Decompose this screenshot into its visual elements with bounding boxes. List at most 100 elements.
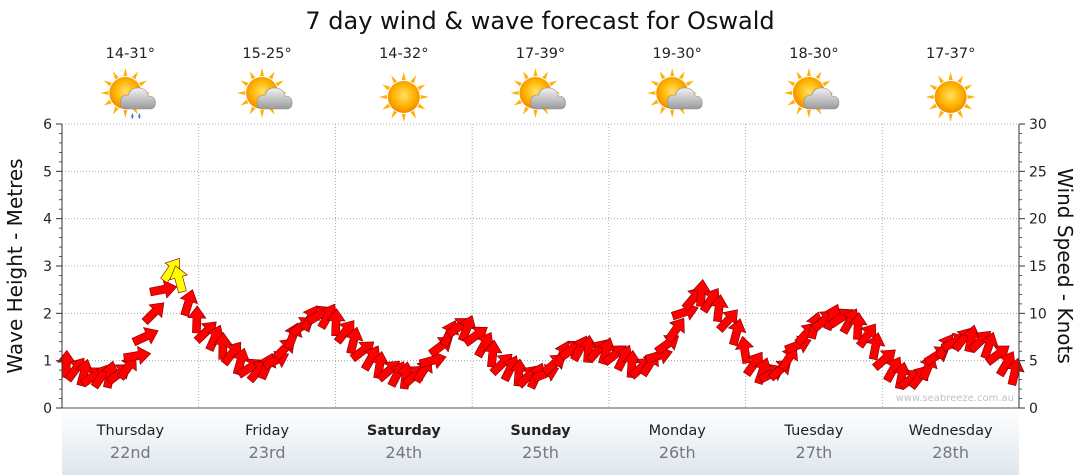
sun-ray — [659, 71, 666, 80]
sun-ray — [650, 99, 659, 106]
wind-arrow — [149, 279, 178, 299]
sun-ray — [100, 90, 109, 96]
sun-cloud-icon — [647, 68, 703, 118]
wind-arrow — [344, 326, 364, 355]
sun-ray — [378, 94, 387, 100]
day-date: 28th — [932, 443, 969, 462]
day-date: 25th — [522, 443, 559, 462]
sun-ray — [240, 80, 249, 87]
sun-ray — [275, 80, 284, 87]
day-date: 26th — [659, 443, 696, 462]
sun-ray — [240, 99, 249, 106]
sun-ray — [132, 71, 138, 80]
left-tick-label: 5 — [43, 164, 52, 180]
right-tick-label: 15 — [1029, 259, 1047, 275]
wind-arrow — [709, 294, 729, 323]
wind-arrow — [169, 265, 188, 294]
sun-ray — [796, 71, 803, 80]
sun-ray — [510, 90, 519, 96]
left-axis-ticks: 0 1 2 3 4 5 6 — [43, 117, 62, 417]
sun-ray — [964, 84, 973, 91]
sun-cloud-icon — [237, 68, 293, 118]
sun-disc — [934, 81, 967, 113]
left-tick-label: 4 — [43, 212, 52, 228]
sun-ray — [112, 106, 119, 115]
sun-icon — [378, 72, 429, 122]
wind-arrow — [483, 339, 503, 368]
sun-ray — [103, 99, 112, 106]
wind-arrow — [866, 332, 886, 361]
sun-cloud-icon — [783, 68, 840, 118]
right-tick-label: 20 — [1029, 212, 1047, 228]
weather-icons — [100, 68, 976, 122]
day-name: Monday — [649, 423, 707, 439]
sun-ray — [815, 71, 822, 80]
left-tick-label: 6 — [43, 117, 52, 133]
wind-arrow — [326, 308, 346, 337]
sun-ray — [417, 103, 426, 110]
sun-ray — [237, 90, 246, 96]
day-labels: Thursday 22nd Friday 23rd Saturday 24th Sunday… — [96, 423, 993, 462]
sun-ray — [957, 110, 964, 119]
chart-title: 7 day wind & wave forecast for Oswald — [305, 7, 774, 35]
sun-ray — [420, 94, 429, 100]
wind-arrow — [1005, 357, 1025, 386]
temp-range: 18-30° — [789, 46, 838, 62]
wind-arrow — [778, 345, 798, 372]
day-date: 23rd — [249, 443, 286, 462]
day-date: 24th — [385, 443, 422, 462]
wind-arrow — [187, 305, 207, 334]
day-name: Sunday — [510, 423, 571, 439]
sun-ray — [533, 68, 538, 77]
day-name: Tuesday — [783, 423, 843, 439]
sun-ray — [268, 71, 275, 80]
sun-ray — [513, 99, 522, 106]
sun-ray — [401, 72, 406, 81]
sun-ray — [103, 80, 112, 87]
day-name: Friday — [245, 423, 289, 439]
temp-range: 15-25° — [242, 46, 291, 62]
day-date: 27th — [796, 443, 833, 462]
sun-ray — [410, 110, 417, 119]
left-tick-label: 1 — [43, 354, 52, 370]
sun-icon — [925, 72, 976, 122]
sun-ray — [417, 84, 426, 91]
temp-range: 19-30° — [653, 46, 702, 62]
right-axis-ticks: 0 5 10 15 20 25 30 — [1019, 117, 1047, 417]
sun-ray — [382, 84, 391, 91]
sun-ray — [391, 110, 398, 119]
sun-ray — [523, 71, 529, 80]
rain-drop — [138, 113, 141, 119]
daily-temperatures: 14-31° 15-25° 14-32° 17-39° 19-30° 18-30° 17-3… — [106, 46, 976, 62]
sun-ray — [796, 106, 803, 115]
sun-ray — [783, 90, 793, 96]
right-tick-label: 30 — [1029, 117, 1047, 133]
sun-ray — [249, 71, 256, 80]
sun-ray — [659, 106, 666, 115]
sun-ray — [112, 71, 119, 80]
sun-ray — [948, 72, 953, 81]
sun-ray — [401, 113, 406, 122]
sun-ray — [957, 75, 964, 84]
day-name: Saturday — [367, 423, 441, 439]
sun-ray — [685, 80, 694, 87]
sun-ray — [260, 68, 265, 77]
sun-ray — [938, 75, 944, 84]
wind-arrow — [131, 327, 159, 347]
sun-ray — [123, 68, 128, 77]
cloud-shape — [256, 87, 293, 110]
wind-arrow — [179, 289, 199, 317]
left-axis-label: Wave Height - Metres — [3, 158, 27, 373]
temp-range: 17-39° — [516, 46, 565, 62]
sun-ray — [542, 71, 548, 80]
wind-arrow — [116, 355, 137, 381]
temp-range: 17-37° — [926, 46, 975, 62]
sun-ray — [523, 106, 529, 115]
cloud-shape — [530, 87, 566, 110]
left-tick-label: 0 — [43, 401, 52, 417]
sun-ray — [260, 109, 265, 118]
sun-ray — [928, 84, 938, 91]
right-tick-label: 0 — [1029, 401, 1038, 417]
day-name: Thursday — [96, 423, 165, 439]
